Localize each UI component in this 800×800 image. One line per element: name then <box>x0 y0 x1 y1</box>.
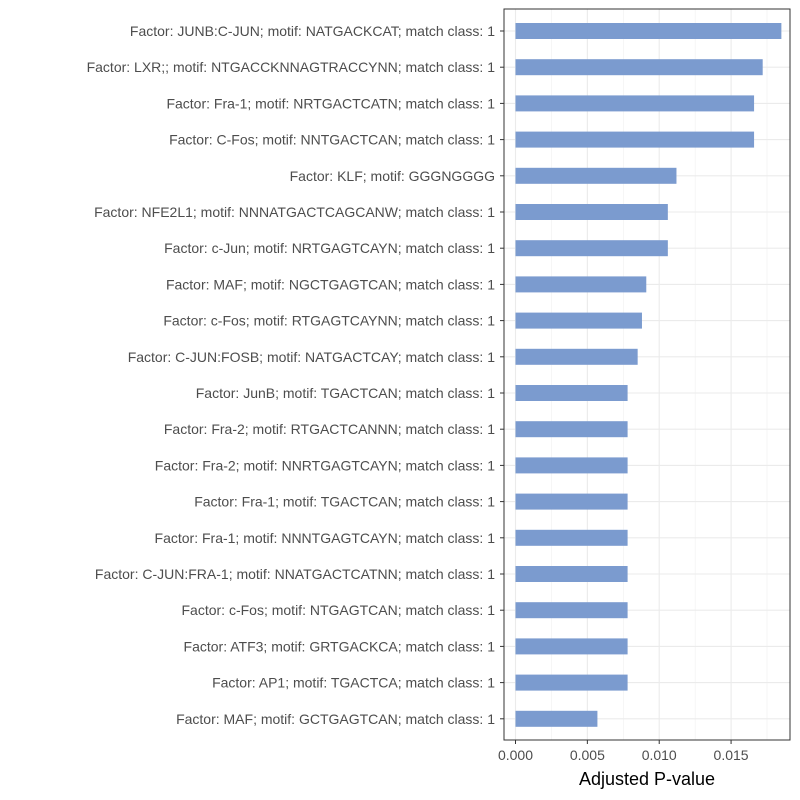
y-tick-label: Factor: Fra-2; motif: RTGACTCANNN; match… <box>164 421 495 437</box>
bar <box>515 276 647 293</box>
bar <box>515 566 628 582</box>
bar <box>515 421 628 438</box>
x-tick-label: 0.010 <box>642 747 677 763</box>
bar <box>515 493 628 510</box>
y-tick-label: Factor: ATF3; motif: GRTGACKCA; match cl… <box>184 638 496 654</box>
y-tick-label: Factor: NFE2L1; motif: NNNATGACTCAGCANW;… <box>94 204 495 220</box>
y-tick-label: Factor: C-JUN:FRA-1; motif: NNATGACTCATN… <box>95 566 495 582</box>
bar <box>515 131 755 148</box>
bar <box>515 529 628 546</box>
x-tick-label: 0.000 <box>498 747 533 763</box>
y-tick-label: Factor: c-Fos; motif: RTGAGTCAYNN; match… <box>163 313 495 329</box>
y-tick-label: Factor: MAF; motif: GCTGAGTCAN; match cl… <box>176 711 495 727</box>
y-tick-label: Factor: C-JUN:FOSB; motif: NATGACTCAY; m… <box>128 349 496 365</box>
y-tick-label: Factor: C-Fos; motif: NNTGACTCAN; match … <box>169 132 495 148</box>
y-tick-label: Factor: AP1; motif: TGACTCA; match class… <box>212 675 495 691</box>
y-tick-label: Factor: c-Jun; motif: NRTGAGTCAYN; match… <box>164 240 495 256</box>
bar <box>515 348 638 365</box>
y-tick-label: Factor: MAF; motif: NGCTGAGTCAN; match c… <box>166 276 495 292</box>
x-axis-title: Adjusted P-value <box>579 769 715 789</box>
y-tick-label: Factor: Fra-1; motif: NNNTGAGTCAYN; matc… <box>155 530 496 546</box>
bar <box>515 710 598 727</box>
bars <box>515 23 782 727</box>
bar <box>515 204 668 220</box>
bar <box>515 59 763 76</box>
bar <box>515 602 628 619</box>
y-tick-label: Factor: Fra-2; motif: NNRTGAGTCAYN; matc… <box>155 457 495 473</box>
bar <box>515 23 782 39</box>
y-tick-label: Factor: JunB; motif: TGACTCAN; match cla… <box>196 385 495 401</box>
bar <box>515 385 628 401</box>
bar <box>515 167 677 184</box>
bar <box>515 638 628 655</box>
bar <box>515 240 668 257</box>
y-tick-label: Factor: Fra-1; motif: TGACTCAN; match cl… <box>194 494 495 510</box>
y-tick-label: Factor: c-Fos; motif: NTGAGTCAN; match c… <box>182 602 496 618</box>
x-tick-label: 0.005 <box>570 747 605 763</box>
y-tick-label: Factor: JUNB:C-JUN; motif: NATGACKCAT; m… <box>130 23 495 39</box>
bar <box>515 95 755 112</box>
x-tick-label: 0.015 <box>714 747 749 763</box>
y-axis-ticks: Factor: JUNB:C-JUN; motif: NATGACKCAT; m… <box>87 23 504 727</box>
panel-border <box>503 8 791 741</box>
y-tick-label: Factor: LXR;; motif: NTGACCKNNAGTRACCYNN… <box>87 59 496 75</box>
bar <box>515 457 628 474</box>
bar <box>515 674 628 691</box>
x-axis-ticks: 0.000 0.005 0.010 0.015 <box>498 740 749 763</box>
y-tick-label: Factor: KLF; motif: GGGNGGGG <box>290 168 495 184</box>
y-tick-label: Factor: Fra-1; motif: NRTGACTCATN; match… <box>166 95 495 111</box>
bar <box>515 312 642 329</box>
